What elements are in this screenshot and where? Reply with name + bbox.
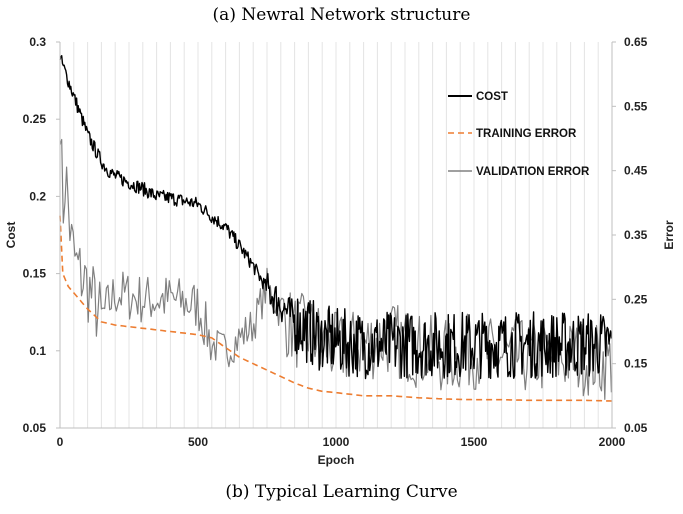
y2-tick-label: 0.55 — [624, 99, 648, 113]
series-line-training-error — [59, 215, 613, 402]
y-tick-label: 0.25 — [23, 112, 47, 126]
tick-labels: 0 500 1000 1500 20000.050.10.150.20.250.30.0… — [23, 35, 648, 449]
y2-tick-label: 0.25 — [624, 292, 648, 306]
y-tick-label: 0.05 — [23, 421, 47, 435]
figure-caption-top: (a) Newral Network structure — [212, 5, 471, 25]
y-tick-label: 0.2 — [29, 189, 46, 203]
axes — [56, 41, 616, 429]
y2-axis-label: Error — [662, 220, 676, 250]
x-tick-label: 0 — [57, 435, 64, 449]
y2-tick-label: 0.05 — [624, 421, 648, 435]
x-axis-label: Epoch — [318, 453, 355, 467]
x-tick-label: 2000 — [599, 435, 626, 449]
x-tick-label: 500 — [188, 435, 208, 449]
x-tick-label: 1500 — [461, 435, 488, 449]
y-tick-label: 0.15 — [23, 267, 47, 281]
legend-label-cost: COST — [476, 91, 508, 103]
y2-tick-label: 0.45 — [624, 164, 648, 178]
y-tick-label: 0.3 — [29, 35, 46, 49]
y2-tick-label: 0.35 — [624, 228, 648, 242]
y-axis-label: Cost — [4, 222, 18, 249]
x-tick-label: 1000 — [323, 435, 350, 449]
series-layer — [59, 55, 613, 402]
legend-label-validation-error: VALIDATION ERROR — [476, 166, 590, 178]
legend-label-training-error: TRAINING ERROR — [476, 128, 577, 140]
series-line-cost — [59, 55, 613, 380]
series-line-validation-error — [59, 138, 612, 400]
y2-tick-label: 0.15 — [624, 357, 648, 371]
y2-tick-label: 0.65 — [624, 35, 648, 49]
legend: COST TRAINING ERROR VALIDATION ERROR — [448, 91, 590, 178]
y-tick-label: 0.1 — [29, 344, 46, 358]
figure-caption-bottom: (b) Typical Learning Curve — [225, 482, 458, 502]
grid-lines — [59, 42, 613, 428]
